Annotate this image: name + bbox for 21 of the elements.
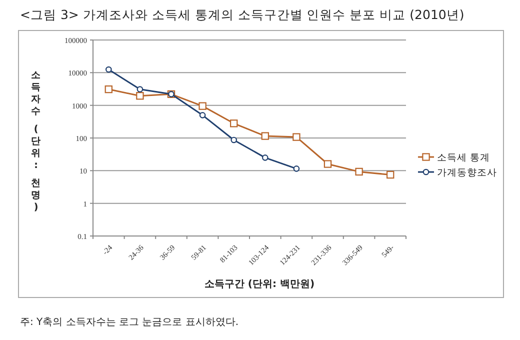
point <box>355 168 363 176</box>
point <box>293 166 300 172</box>
point <box>198 102 206 110</box>
chart-title: <그림 3> 가계조사와 소득세 통계의 소득구간별 인원수 분포 비교 (2010년) <box>20 7 464 22</box>
point <box>230 136 237 144</box>
point <box>136 86 144 92</box>
point <box>262 154 268 161</box>
text: 소득자수 (단위: 천명) <box>31 70 41 213</box>
point <box>292 133 300 141</box>
point <box>106 66 112 73</box>
point <box>261 132 269 140</box>
point <box>104 85 112 94</box>
text: 주: Y축의 소득자수는 로그 눈금으로 표시하였다. <box>20 317 239 328</box>
x-axis-title: 소득구간 (단위: 백만원) <box>204 279 315 290</box>
point <box>230 120 238 128</box>
point <box>386 170 394 179</box>
legend-label: 소득세 통계 <box>437 152 490 164</box>
legend-label: 가계동향조사 <box>437 168 497 178</box>
point <box>136 92 144 100</box>
point <box>199 112 206 118</box>
point <box>324 160 332 168</box>
